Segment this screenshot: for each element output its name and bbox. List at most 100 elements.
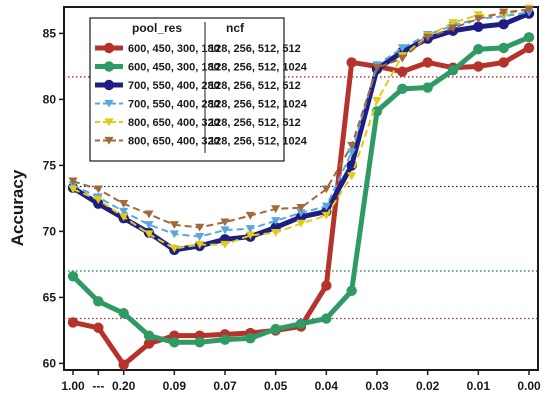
data-point-3-6 — [220, 226, 230, 235]
y-tick-label-70: 70 — [43, 224, 57, 238]
x-tick-label-5: 0.05 — [264, 379, 288, 393]
series-1 — [67, 32, 535, 348]
data-point-4-16 — [473, 11, 483, 20]
data-point-3-5 — [195, 233, 205, 241]
legend-pool-res-5: 800, 650, 400, 320 — [128, 136, 220, 148]
legend-ncf-3: 128, 256, 512, 1024 — [209, 99, 308, 111]
data-point-2-16 — [473, 21, 484, 32]
y-tick-label-85: 85 — [43, 26, 57, 40]
y-axis-title: Accuracy — [8, 169, 27, 246]
x-tick-label-0: 1.00 — [61, 379, 85, 393]
legend-pool-res-3: 700, 550, 400, 280 — [128, 99, 220, 111]
x-tick-label-9: 0.01 — [467, 379, 491, 393]
data-point-1-11 — [346, 285, 357, 296]
data-point-4-10 — [321, 211, 331, 220]
data-point-0-3 — [143, 338, 155, 349]
y-tick-label-65: 65 — [43, 290, 57, 304]
legend-ncf-5: 128, 256, 512, 1024 — [209, 136, 308, 148]
data-point-5-14 — [423, 33, 433, 42]
data-point-3-2 — [119, 207, 129, 216]
legend-marker-2 — [103, 79, 115, 91]
data-point-4-2 — [119, 213, 129, 222]
x-tick-label-6: 0.04 — [315, 379, 339, 393]
data-point-5-9 — [296, 203, 306, 212]
data-point-3-7 — [245, 225, 255, 233]
data-point-5-2 — [119, 200, 129, 208]
data-point-2-17 — [498, 18, 509, 30]
data-point-1-9 — [295, 318, 307, 329]
data-point-4-7 — [245, 231, 255, 240]
legend-box — [89, 17, 285, 162]
data-point-3-0 — [68, 181, 78, 190]
data-point-5-3 — [144, 210, 154, 219]
legend-marker-1 — [103, 61, 115, 72]
data-point-0-11 — [346, 57, 357, 68]
y-tick-label-75: 75 — [43, 158, 57, 172]
data-point-1-3 — [143, 330, 155, 341]
data-point-1-17 — [498, 42, 509, 54]
data-point-1-8 — [270, 323, 281, 335]
data-point-5-11 — [347, 141, 357, 150]
x-tick-label-7: 0.03 — [365, 379, 389, 393]
series-4 — [68, 4, 534, 253]
data-point-1-7 — [245, 333, 256, 344]
data-point-0-16 — [473, 61, 484, 72]
data-point-3-11 — [347, 148, 357, 157]
legend-header-pool-res: pool_res — [132, 21, 182, 35]
data-point-1-4 — [169, 337, 180, 348]
data-point-4-12 — [372, 97, 382, 105]
data-point-5-15 — [448, 24, 458, 33]
data-point-1-15 — [447, 65, 459, 76]
data-point-4-6 — [220, 240, 230, 249]
data-point-4-1 — [93, 196, 103, 204]
x-tick-label-10: 0.00 — [517, 379, 541, 393]
data-point-3-3 — [144, 221, 154, 229]
legend-pool-res-1: 600, 450, 300, 180 — [128, 62, 220, 74]
data-point-1-13 — [397, 83, 408, 95]
data-point-5-18 — [524, 5, 534, 14]
data-point-3-10 — [321, 202, 331, 211]
data-point-5-1 — [93, 185, 103, 194]
data-point-5-17 — [499, 8, 509, 17]
data-point-0-18 — [523, 42, 535, 54]
legend-pool-res-2: 700, 550, 400, 280 — [128, 80, 220, 92]
data-point-1-14 — [422, 82, 433, 93]
data-point-5-5 — [195, 223, 205, 232]
x-tick-label-8: 0.02 — [416, 379, 440, 393]
data-point-1-16 — [473, 44, 484, 55]
data-point-3-13 — [397, 44, 407, 53]
data-point-3-4 — [169, 230, 179, 239]
y-tick-label-60: 60 — [43, 356, 57, 370]
data-point-4-5 — [195, 240, 205, 249]
data-point-1-2 — [118, 308, 129, 319]
legend-marker-3 — [104, 99, 114, 108]
data-point-0-0 — [67, 317, 79, 328]
data-point-4-9 — [296, 219, 306, 228]
data-point-1-6 — [219, 334, 231, 345]
data-point-5-13 — [397, 54, 407, 63]
data-point-1-12 — [371, 106, 383, 117]
legend-ncf-1: 128, 256, 512, 1024 — [209, 62, 308, 74]
legend-marker-5 — [104, 136, 114, 145]
x-tick-label-2: 0.20 — [112, 379, 136, 393]
x-tick-label-3: 0.09 — [163, 379, 187, 393]
data-point-5-16 — [473, 15, 483, 24]
data-point-4-8 — [271, 229, 281, 237]
data-point-5-10 — [321, 185, 331, 194]
data-point-5-12 — [372, 64, 382, 72]
data-point-5-0 — [68, 177, 78, 186]
legend-marker-0 — [103, 42, 115, 54]
data-point-0-17 — [498, 57, 509, 68]
data-point-4-4 — [169, 244, 179, 253]
x-tick-label-4: 0.07 — [213, 379, 237, 393]
data-point-1-5 — [194, 337, 205, 348]
legend-header-ncf: ncf — [226, 21, 245, 35]
data-point-0-10 — [321, 280, 332, 291]
data-point-4-15 — [448, 19, 458, 27]
data-point-3-9 — [296, 209, 306, 218]
legend-marker-4 — [104, 118, 114, 127]
data-point-1-0 — [67, 271, 79, 282]
data-point-4-11 — [347, 172, 357, 181]
